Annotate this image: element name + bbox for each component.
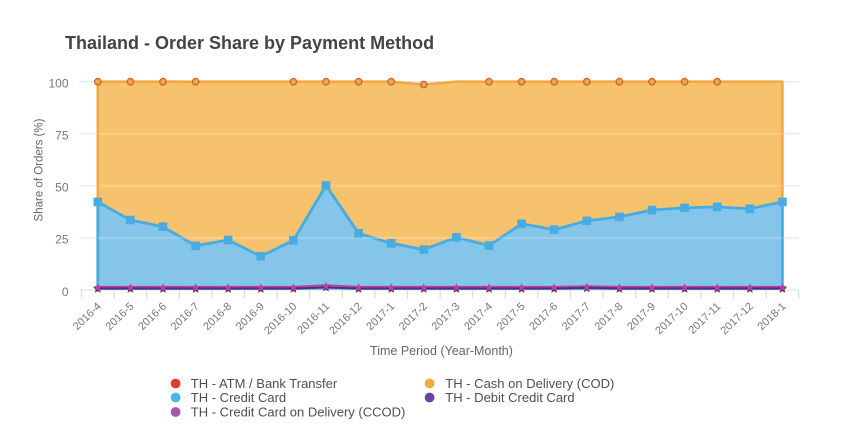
svg-text:2016-8: 2016-8 xyxy=(201,301,234,333)
svg-text:2016-6: 2016-6 xyxy=(136,301,169,333)
svg-text:TH - ATM / Bank Transfer: TH - ATM / Bank Transfer xyxy=(191,376,338,391)
svg-text:Share of Orders (%): Share of Orders (%) xyxy=(34,118,46,221)
svg-text:0: 0 xyxy=(62,285,69,299)
svg-text:TH - Credit Card on Delivery (: TH - Credit Card on Delivery (CCOD) xyxy=(191,405,406,420)
svg-text:2018-1: 2018-1 xyxy=(755,301,788,333)
svg-text:2017-5: 2017-5 xyxy=(495,301,528,333)
svg-text:25: 25 xyxy=(55,233,69,247)
svg-text:2017-7: 2017-7 xyxy=(560,301,593,333)
svg-text:2017-10: 2017-10 xyxy=(653,301,690,338)
svg-text:2016-7: 2016-7 xyxy=(169,301,202,333)
svg-text:TH - Cash on Delivery (COD): TH - Cash on Delivery (COD) xyxy=(445,376,614,391)
svg-text:TH - Debit Credit Card: TH - Debit Credit Card xyxy=(445,390,574,405)
svg-text:2016-12: 2016-12 xyxy=(327,301,364,338)
svg-text:2017-11: 2017-11 xyxy=(686,301,723,337)
svg-text:2016-5: 2016-5 xyxy=(103,301,136,333)
svg-text:2016-10: 2016-10 xyxy=(262,301,299,338)
svg-text:75: 75 xyxy=(55,129,69,143)
svg-text:Time Period (Year-Month): Time Period (Year-Month) xyxy=(370,344,513,358)
svg-text:2016-4: 2016-4 xyxy=(71,301,104,333)
svg-text:Thailand - Order Share by Paym: Thailand - Order Share by Payment Method xyxy=(65,33,434,53)
svg-text:2017-12: 2017-12 xyxy=(719,301,756,338)
svg-text:2017-8: 2017-8 xyxy=(592,301,625,333)
svg-text:2017-3: 2017-3 xyxy=(429,301,462,333)
svg-text:2017-4: 2017-4 xyxy=(462,301,495,333)
svg-text:50: 50 xyxy=(55,181,69,195)
svg-text:2017-6: 2017-6 xyxy=(527,301,560,333)
svg-text:2017-2: 2017-2 xyxy=(397,301,430,333)
svg-text:2017-1: 2017-1 xyxy=(364,301,397,333)
svg-text:TH - Credit Card: TH - Credit Card xyxy=(191,390,286,405)
svg-text:100: 100 xyxy=(48,77,68,91)
svg-text:2016-11: 2016-11 xyxy=(295,301,332,337)
